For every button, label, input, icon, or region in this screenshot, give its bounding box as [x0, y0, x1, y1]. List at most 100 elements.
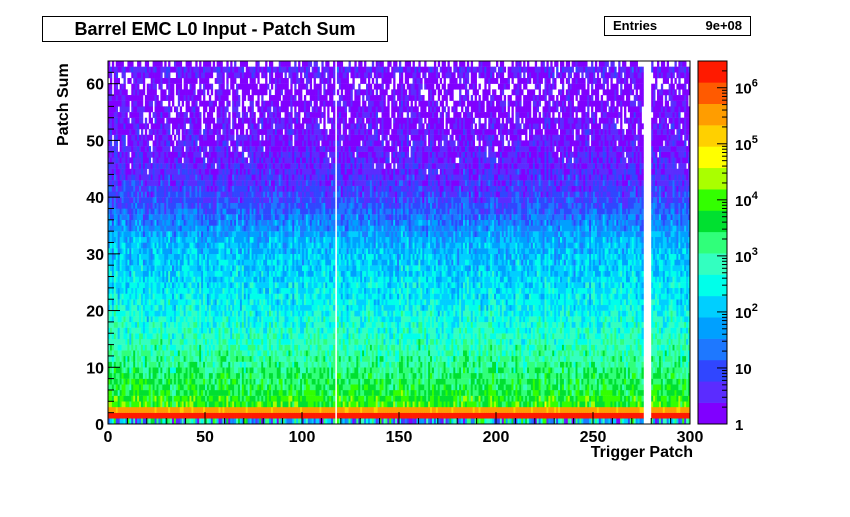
heatmap-cell: [245, 61, 249, 67]
heatmap-cell: [108, 219, 111, 226]
heatmap-cell: [261, 134, 264, 141]
heatmap-cell: [109, 231, 113, 238]
heatmap-cell: [109, 242, 113, 249]
heatmap-cell: [111, 310, 115, 317]
heatmap-cell: [109, 106, 113, 113]
heatmap-cell: [263, 112, 266, 118]
heatmap-cell: [150, 100, 153, 107]
heatmap-cell: [228, 117, 231, 124]
heatmap-cell: [234, 61, 237, 67]
heatmap-cell: [245, 129, 249, 135]
heatmap-cell: [226, 61, 229, 67]
heatmap-cell: [108, 418, 111, 425]
heatmap-cell: [154, 83, 157, 90]
heatmap-cell: [111, 129, 115, 135]
heatmap-cell: [187, 100, 190, 107]
heatmap-cell: [177, 129, 181, 135]
heatmap-cell: [111, 208, 115, 215]
heatmap-cell: [111, 384, 115, 391]
heatmap-cell: [108, 242, 111, 249]
heatmap-cell: [203, 157, 206, 164]
heatmap-cell: [113, 395, 117, 402]
heatmap-cell: [108, 185, 111, 192]
heatmap-cell: [108, 180, 111, 186]
heatmap-cell: [111, 304, 115, 311]
heatmap-cell: [109, 282, 113, 289]
heatmap-cell: [111, 412, 115, 419]
heatmap-cell: [111, 214, 115, 221]
heatmap-cell: [111, 202, 115, 209]
heatmap-cell: [109, 355, 113, 362]
heatmap-cell: [113, 270, 117, 277]
heatmap-cell: [111, 367, 115, 374]
heatmap-cell: [172, 95, 175, 101]
heatmap-cell: [251, 95, 254, 101]
heatmap-cell: [113, 333, 117, 340]
heatmap-cell: [109, 338, 113, 345]
heatmap-cell: [203, 95, 206, 101]
heatmap-cell: [108, 367, 111, 374]
heatmap-cell: [199, 129, 202, 135]
heatmap-cell: [109, 219, 113, 226]
heatmap-cell: [265, 72, 268, 79]
heatmap-cell: [113, 406, 117, 413]
heatmap-cell: [218, 129, 221, 135]
heatmap-cell: [226, 83, 229, 90]
heatmap-cell: [108, 83, 111, 90]
heatmap-cell: [226, 95, 229, 101]
heatmap-cell: [108, 344, 111, 351]
heatmap-cell: [177, 134, 181, 141]
heatmap-cell: [148, 157, 152, 164]
heatmap-cell: [111, 299, 115, 306]
heatmap-cell: [111, 231, 115, 238]
heatmap-cell: [146, 140, 150, 147]
stats-box: Entries 9e+08: [604, 16, 751, 36]
heatmap-cell: [109, 321, 113, 328]
heatmap-cell: [210, 72, 214, 79]
heatmap-cell: [108, 140, 111, 147]
heatmap-cell: [108, 208, 111, 215]
heatmap-cell: [111, 151, 115, 158]
heatmap-cell: [144, 117, 148, 124]
heatmap-cell: [179, 106, 183, 113]
heatmap-cell: [111, 316, 115, 323]
heatmap-cell: [140, 100, 144, 107]
heatmap-cell: [113, 401, 117, 408]
heatmap-cell: [108, 117, 111, 124]
heatmap-cell: [142, 78, 146, 84]
heatmap-cell: [109, 83, 113, 90]
heatmap-cell: [199, 61, 202, 67]
heatmap-cell: [121, 61, 124, 67]
heatmap-cell: [172, 140, 175, 147]
heatmap-cell: [179, 83, 183, 90]
heatmap-cell: [257, 95, 260, 101]
heatmap-cell: [164, 61, 167, 67]
heatmap-cell: [185, 83, 188, 90]
heatmap-cell: [115, 146, 119, 152]
heatmap-cell: [108, 333, 111, 340]
heatmap-cell: [193, 83, 196, 90]
heatmap-cell: [108, 236, 111, 243]
heatmap-cell: [111, 112, 115, 118]
heatmap-cell: [236, 146, 239, 152]
heatmap-cell: [108, 270, 111, 277]
heatmap-cell: [109, 327, 113, 334]
heatmap-cell: [199, 95, 202, 101]
heatmap-cell: [109, 316, 113, 323]
heatmap-cell: [226, 106, 229, 113]
heatmap-cell: [203, 89, 206, 96]
heatmap-cell: [111, 418, 115, 425]
heatmap-cell: [111, 355, 115, 362]
heatmap-cell: [111, 61, 115, 67]
heatmap-cell: [111, 282, 115, 289]
heatmap-cell: [162, 117, 165, 124]
heatmap-cell: [115, 72, 119, 79]
heatmap-cell: [108, 293, 111, 300]
heatmap-cell: [109, 412, 113, 419]
heatmap-cell: [108, 191, 111, 198]
heatmap-cell: [137, 83, 140, 90]
heatmap-cell: [199, 112, 202, 118]
heatmap-cell: [109, 384, 113, 391]
heatmap-cell: [108, 174, 111, 181]
heatmap-cell: [127, 106, 130, 113]
